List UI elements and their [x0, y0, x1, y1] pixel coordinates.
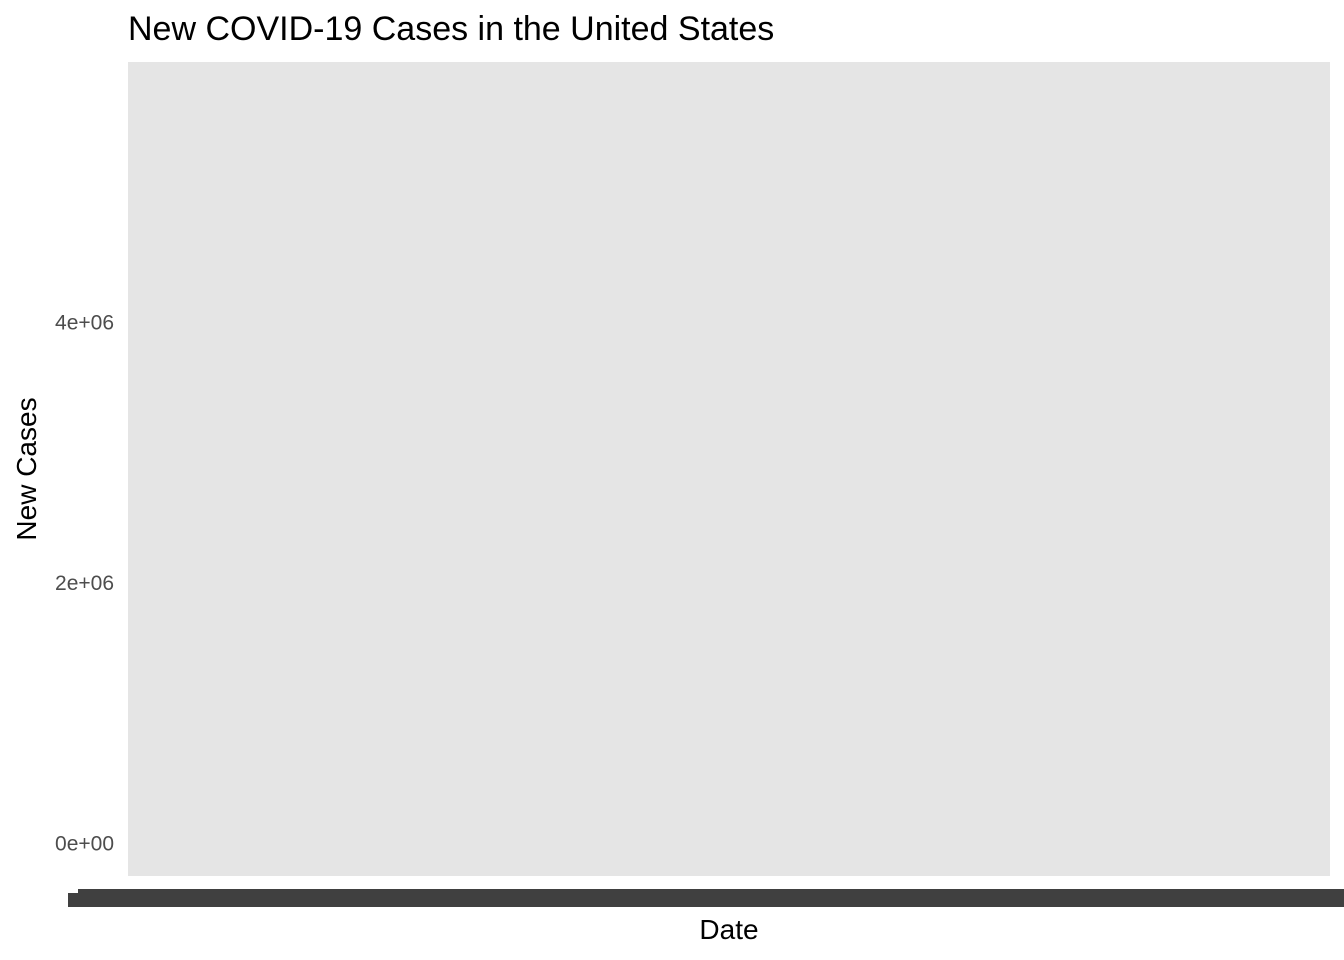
x-axis-tick-labels-overplotted	[68, 889, 1344, 907]
x-tick-labels-left-edge	[68, 893, 84, 907]
x-tick-labels-band	[78, 889, 1344, 907]
x-axis-title: Date	[699, 914, 758, 945]
chart-title: New COVID-19 Cases in the United States	[128, 10, 774, 48]
y-axis-title: New Cases	[11, 397, 42, 540]
y-axis-ticks: 0e+00 2e+06 4e+06	[55, 311, 114, 855]
y-tick-label: 0e+00	[55, 832, 114, 855]
y-tick-label: 4e+06	[55, 311, 114, 334]
y-tick-label: 2e+06	[55, 572, 114, 595]
plot-panel	[128, 62, 1330, 876]
